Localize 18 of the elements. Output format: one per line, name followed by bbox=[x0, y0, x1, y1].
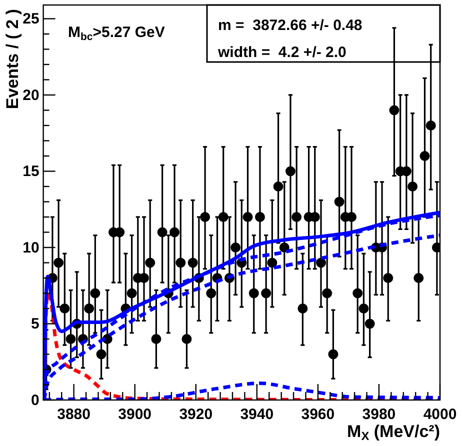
y-tick-label: 15 bbox=[22, 163, 40, 180]
y-tick-label: 20 bbox=[22, 86, 40, 104]
x-tick-label: 3920 bbox=[179, 406, 213, 423]
x-axis-title: M$_{X}$ (MeV/c²) bbox=[347, 422, 440, 443]
x-tick-label: 3880 bbox=[57, 406, 91, 423]
x-tick-label: 3960 bbox=[301, 406, 335, 423]
x-tick-label: 3940 bbox=[240, 406, 274, 423]
y-tick-label: 5 bbox=[30, 316, 40, 333]
y-axis-title: Events / ( 2 ) bbox=[3, 9, 22, 110]
annotation: m = 3872.66 +/- 0.48 bbox=[218, 17, 362, 34]
annotation: width = 4.2 +/- 2.0 bbox=[217, 44, 346, 61]
y-tick-label: 0 bbox=[30, 392, 40, 409]
y-tick-label: 25 bbox=[22, 10, 40, 28]
y-tick-label: 10 bbox=[22, 239, 40, 256]
x-tick-label: 3900 bbox=[118, 406, 152, 423]
x-tick-label: 4000 bbox=[423, 406, 457, 423]
annotation: M$_{bc}$>5.27 GeV bbox=[68, 24, 165, 43]
x-tick-label: 3980 bbox=[362, 406, 396, 423]
